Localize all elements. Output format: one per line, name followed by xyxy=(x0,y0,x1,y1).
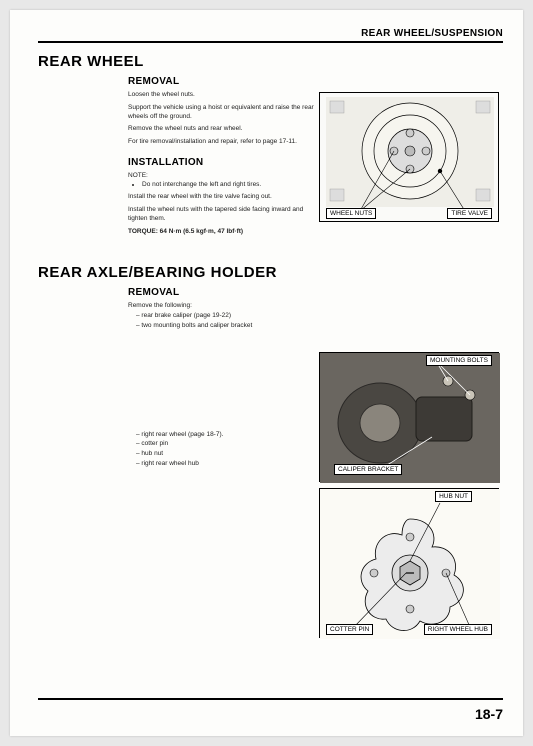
figure-hub: HUB NUT COTTER PIN RIGHT WHEEL HUB xyxy=(319,488,499,638)
removal-body-2b: right rear wheel (page 18-7). cotter pin… xyxy=(128,431,318,469)
removal-body-1: Loosen the wheel nuts. Support the vehic… xyxy=(128,91,318,147)
list-item: rear brake caliper (page 19-22) xyxy=(136,312,318,321)
note-item: Do not interchange the left and right ti… xyxy=(142,181,318,190)
figure-caliper: MOUNTING BOLTS CALIPER BRACKET xyxy=(319,352,499,482)
removal-list-2a: rear brake caliper (page 19-22) two moun… xyxy=(136,312,318,331)
callout-mounting-bolts: MOUNTING BOLTS xyxy=(426,355,492,366)
note-label: NOTE: xyxy=(128,172,318,181)
page: REAR WHEEL/SUSPENSION REAR WHEEL REMOVAL… xyxy=(10,10,523,736)
callout-caliper-bracket: CALIPER BRACKET xyxy=(334,464,402,475)
chapter-header: REAR WHEEL/SUSPENSION xyxy=(38,28,503,43)
subheading-removal-2: REMOVAL xyxy=(128,287,503,298)
list-item: cotter pin xyxy=(136,440,318,449)
p: Support the vehicle using a hoist or equ… xyxy=(128,104,318,122)
subheading-removal-1: REMOVAL xyxy=(128,76,503,87)
callout-wheel-nuts: WHEEL NUTS xyxy=(326,208,376,219)
list-item: right rear wheel (page 18-7). xyxy=(136,431,318,440)
callout-hub-nut: HUB NUT xyxy=(435,491,472,502)
removal-body-2: Remove the following: rear brake caliper… xyxy=(128,302,318,330)
p: Remove the following: xyxy=(128,302,318,311)
p: For tire removal/installation and repair… xyxy=(128,138,318,147)
callout-cotter-pin: COTTER PIN xyxy=(326,624,373,635)
callout-tire-valve: TIRE VALVE xyxy=(447,208,492,219)
figure-wheel: WHEEL NUTS TIRE VALVE xyxy=(319,92,499,222)
callout-right-wheel-hub: RIGHT WHEEL HUB xyxy=(424,624,492,635)
removal-list-2b: right rear wheel (page 18-7). cotter pin… xyxy=(136,431,318,469)
note-list: Do not interchange the left and right ti… xyxy=(136,181,318,190)
section-title-rear-axle: REAR AXLE/BEARING HOLDER xyxy=(38,264,503,281)
p: Remove the wheel nuts and rear wheel. xyxy=(128,125,318,134)
hub-diagram xyxy=(320,489,500,639)
list-item: hub nut xyxy=(136,450,318,459)
section-title-rear-wheel: REAR WHEEL xyxy=(38,53,503,70)
list-item: right rear wheel hub xyxy=(136,460,318,469)
list-item: two mounting bolts and caliper bracket xyxy=(136,322,318,331)
footer-rule xyxy=(38,698,503,700)
page-number: 18-7 xyxy=(475,706,503,722)
installation-body: NOTE: Do not interchange the left and ri… xyxy=(128,172,318,237)
p: Install the wheel nuts with the tapered … xyxy=(128,206,318,224)
torque-spec: TORQUE: 64 N·m (6.5 kgf·m, 47 lbf·ft) xyxy=(128,228,318,237)
p: Loosen the wheel nuts. xyxy=(128,91,318,100)
p: Install the rear wheel with the tire val… xyxy=(128,193,318,202)
wheel-diagram xyxy=(320,93,500,223)
